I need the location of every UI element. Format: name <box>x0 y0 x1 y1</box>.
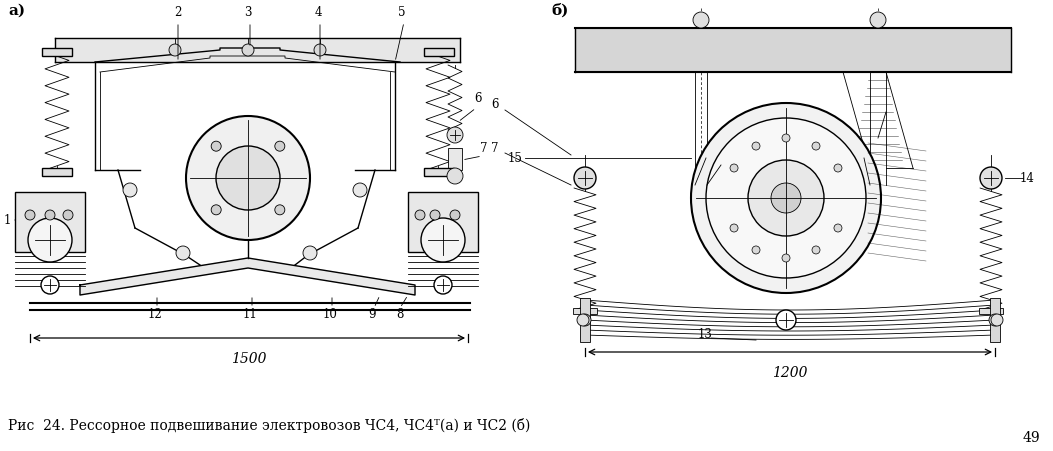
Circle shape <box>434 276 452 294</box>
Circle shape <box>430 210 440 220</box>
Circle shape <box>212 205 221 215</box>
Circle shape <box>782 134 790 142</box>
Circle shape <box>212 141 221 151</box>
Circle shape <box>989 314 1001 326</box>
Text: 8: 8 <box>396 308 403 322</box>
Circle shape <box>782 254 790 262</box>
Text: 10: 10 <box>322 308 337 322</box>
Circle shape <box>415 210 425 220</box>
Text: 6: 6 <box>474 92 482 105</box>
Circle shape <box>752 142 760 150</box>
Text: 1: 1 <box>3 213 11 226</box>
Circle shape <box>730 164 738 172</box>
Text: 13: 13 <box>697 328 713 341</box>
Text: 49: 49 <box>1022 431 1040 445</box>
Circle shape <box>991 314 1004 326</box>
Circle shape <box>242 44 254 56</box>
Circle shape <box>450 210 460 220</box>
Bar <box>42 168 72 176</box>
Text: 5: 5 <box>398 5 405 18</box>
Text: 1200: 1200 <box>772 366 808 380</box>
Text: 7: 7 <box>492 142 499 155</box>
Text: 7: 7 <box>480 142 488 155</box>
Text: а): а) <box>8 4 25 18</box>
Text: 3: 3 <box>244 5 252 18</box>
Bar <box>15 192 85 252</box>
Text: 2: 2 <box>175 5 182 18</box>
Circle shape <box>752 246 760 254</box>
Bar <box>580 298 590 342</box>
Circle shape <box>353 183 367 197</box>
Circle shape <box>275 141 284 151</box>
Circle shape <box>574 167 596 189</box>
Circle shape <box>980 167 1002 189</box>
Circle shape <box>28 218 72 262</box>
Circle shape <box>41 276 59 294</box>
Circle shape <box>314 44 326 56</box>
Circle shape <box>776 310 796 330</box>
Bar <box>979 308 1004 314</box>
Bar <box>42 48 72 56</box>
Circle shape <box>186 116 310 240</box>
Polygon shape <box>80 258 415 295</box>
Bar <box>424 48 454 56</box>
Bar <box>408 192 478 252</box>
Text: 4: 4 <box>314 5 322 18</box>
Circle shape <box>748 160 824 236</box>
Circle shape <box>45 210 55 220</box>
Circle shape <box>176 246 190 260</box>
Circle shape <box>834 164 842 172</box>
Bar <box>424 168 454 176</box>
Circle shape <box>870 12 886 28</box>
Circle shape <box>812 246 820 254</box>
Circle shape <box>691 103 881 293</box>
Circle shape <box>448 168 463 184</box>
Circle shape <box>771 183 801 213</box>
Text: Рис  24. Рессорное подвешивание электровозов ЧС4, ЧС4ᵀ(а) и ЧС2 (б): Рис 24. Рессорное подвешивание электрово… <box>8 418 531 433</box>
Circle shape <box>216 146 280 210</box>
Text: 14: 14 <box>1019 171 1034 184</box>
Text: 6: 6 <box>492 98 499 111</box>
Bar <box>448 148 462 170</box>
Circle shape <box>448 127 463 143</box>
Text: 9: 9 <box>369 308 376 322</box>
Text: 12: 12 <box>147 308 162 322</box>
Text: б): б) <box>551 4 569 18</box>
Text: 11: 11 <box>242 308 257 322</box>
Circle shape <box>579 314 591 326</box>
Circle shape <box>303 246 317 260</box>
Polygon shape <box>55 38 460 62</box>
Circle shape <box>730 224 738 232</box>
Text: 1500: 1500 <box>232 352 266 366</box>
Circle shape <box>812 142 820 150</box>
Bar <box>573 308 597 314</box>
Text: 15: 15 <box>508 152 522 165</box>
Circle shape <box>693 12 709 28</box>
Circle shape <box>834 224 842 232</box>
Circle shape <box>275 205 284 215</box>
Circle shape <box>25 210 35 220</box>
Circle shape <box>123 183 137 197</box>
Circle shape <box>577 314 589 326</box>
Circle shape <box>63 210 73 220</box>
Circle shape <box>421 218 465 262</box>
Bar <box>990 298 1000 342</box>
Circle shape <box>168 44 181 56</box>
Circle shape <box>706 118 866 278</box>
